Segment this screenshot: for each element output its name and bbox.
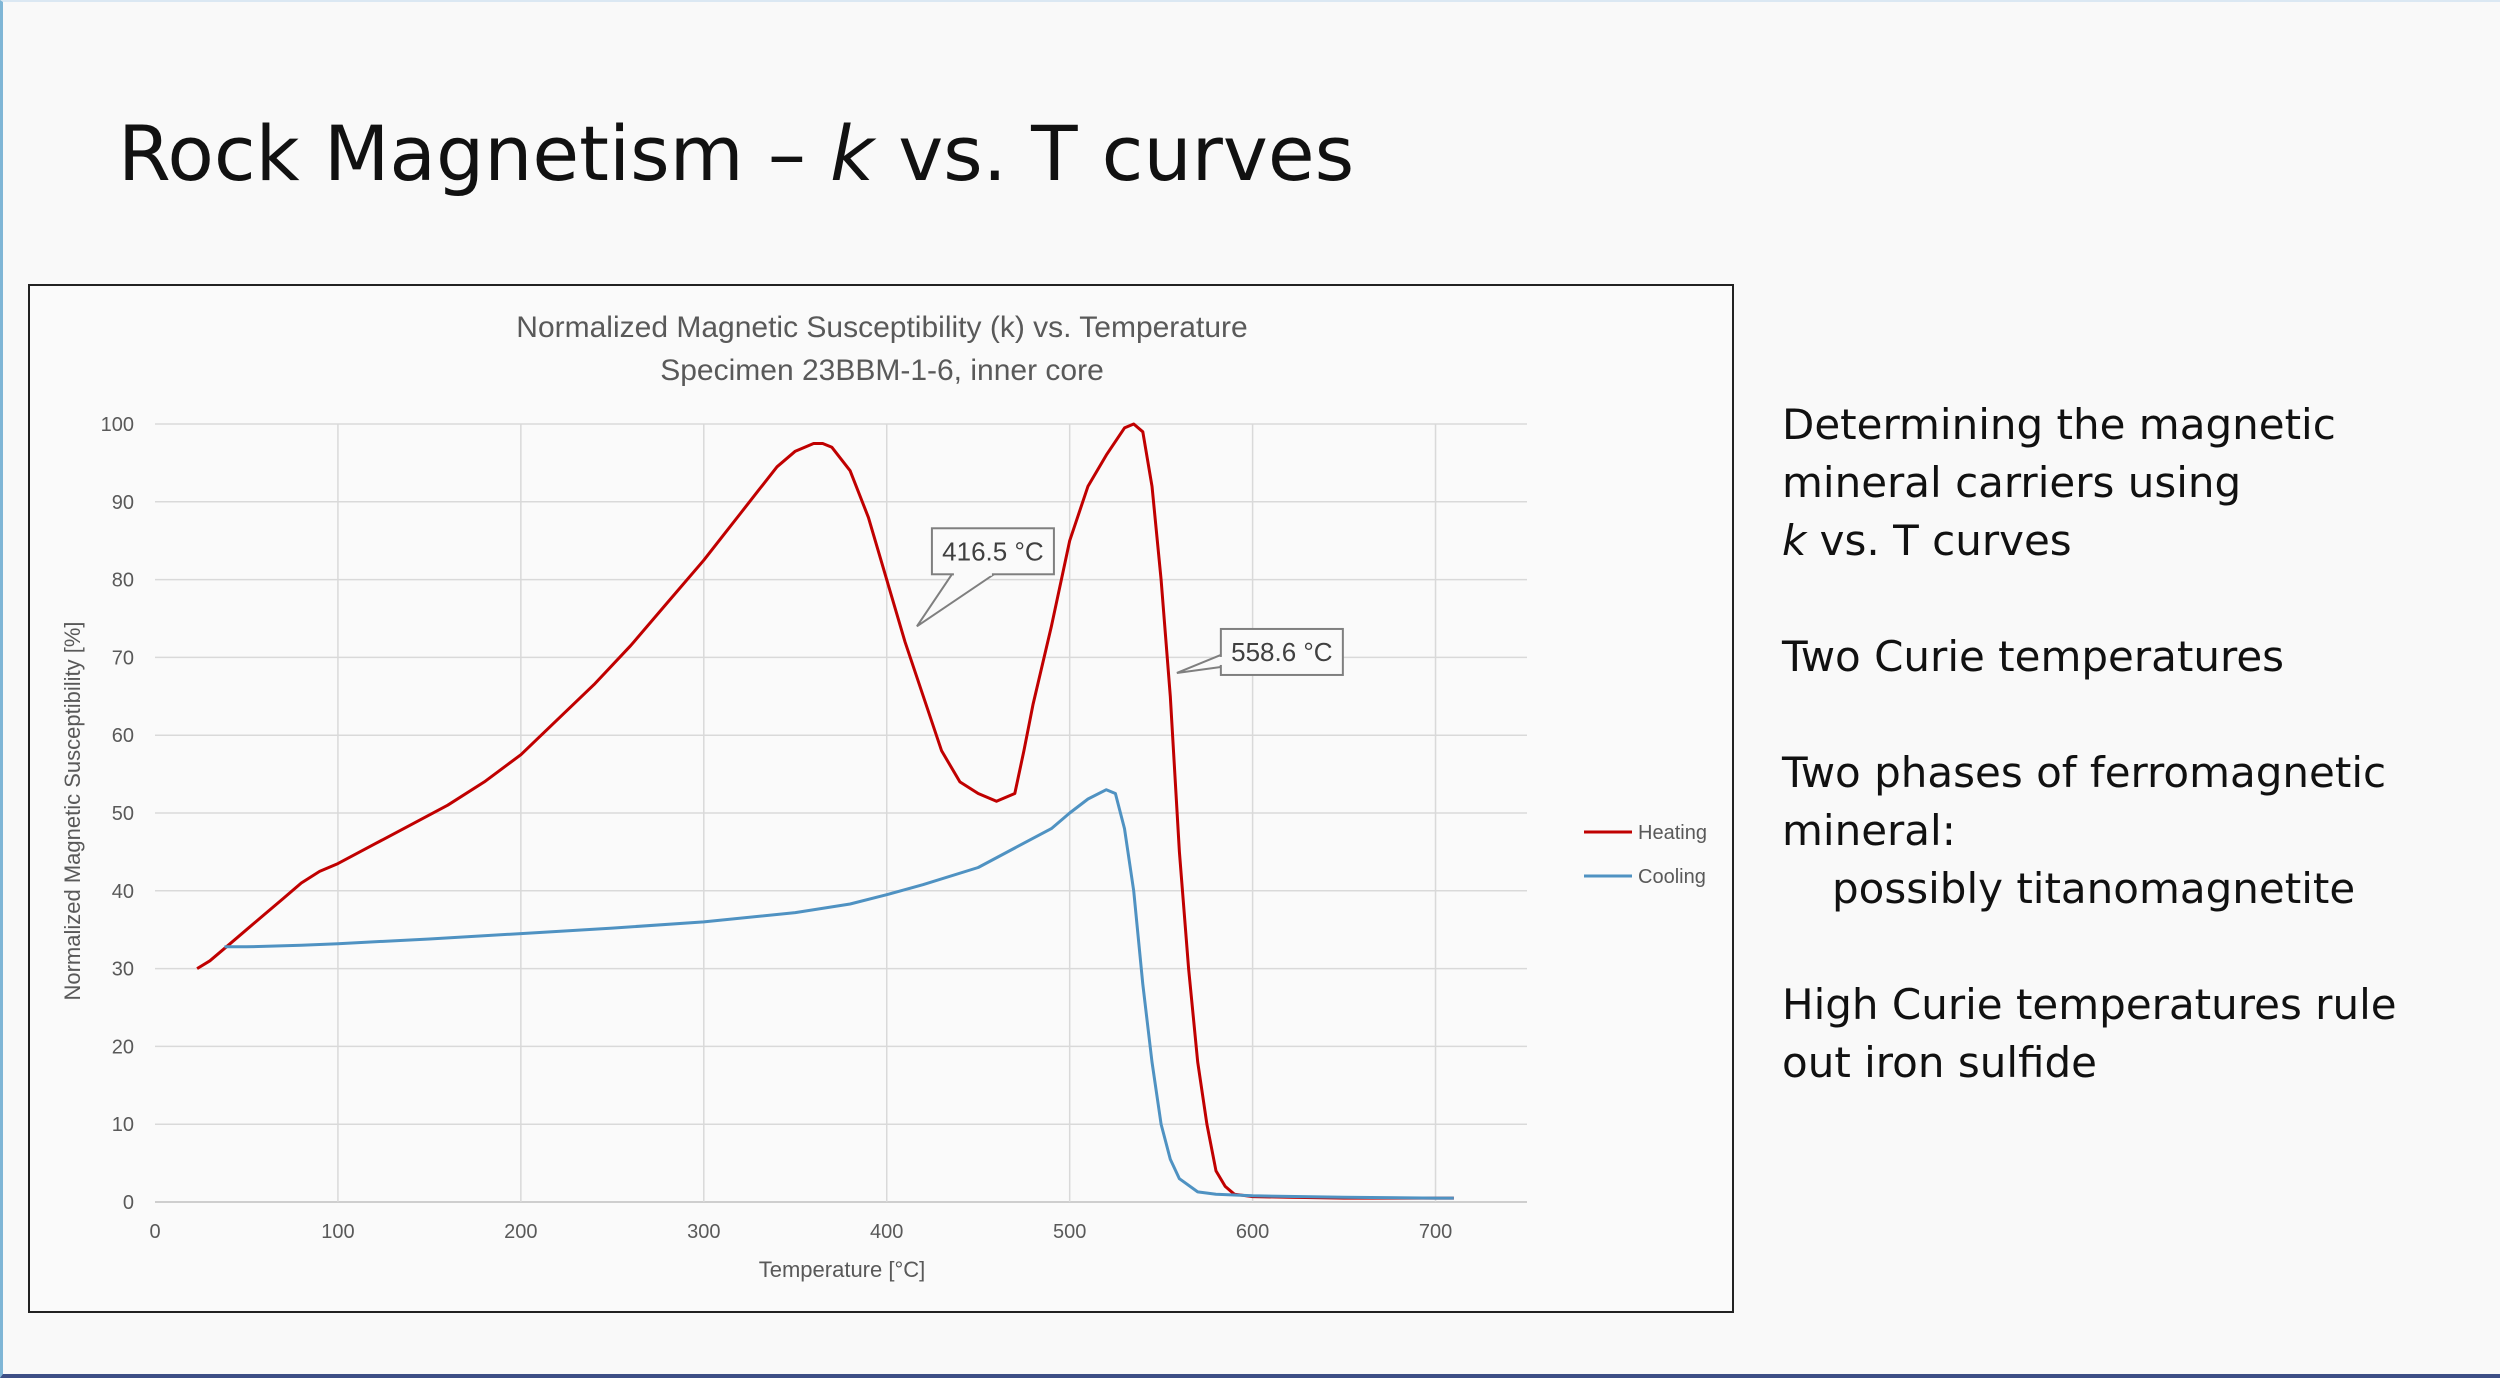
y-tick-label: 40 (112, 881, 134, 903)
x-tick-label: 600 (1236, 1221, 1269, 1243)
legend-label-cooling: Cooling (1638, 866, 1706, 888)
callout-pointer (916, 573, 998, 628)
chart-axes: 0 10 20 30 40 50 60 70 80 90 100 0 100 200 300 400 500 60… (101, 414, 1453, 1243)
legend-label-heating: Heating (1638, 822, 1707, 844)
y-tick-label: 50 (112, 803, 134, 825)
x-tick-label: 500 (1053, 1221, 1086, 1243)
y-tick-label: 20 (112, 1036, 134, 1058)
chart-container: 0 10 20 30 40 50 60 70 80 90 100 0 100 200 300 400 500 60… (28, 284, 1734, 1313)
chart-subtitle: Specimen 23BBM-1-6, inner core (660, 354, 1104, 387)
x-tick-label: 0 (149, 1221, 160, 1243)
y-axis-label: Normalized Magnetic Susceptibility [%] (60, 621, 85, 1000)
y-tick-label: 70 (112, 647, 134, 669)
callout-cooling: 558.6 °C (1176, 627, 1344, 676)
y-tick-label: 10 (112, 1114, 134, 1136)
y-tick-label: 60 (112, 725, 134, 747)
chart-series (196, 422, 1454, 1200)
bullet-3: Two phases of ferromagnetic mineral: possi… (1782, 748, 2387, 913)
chart-gridlines (155, 423, 1527, 1203)
series-line-heating (196, 422, 1454, 1200)
y-tick-label: 30 (112, 959, 134, 981)
bullet-list: Determining the magnetic mineral carriers… (1782, 396, 2462, 1150)
y-tick-label: 0 (123, 1192, 134, 1214)
callout-label: 416.5 °C (942, 536, 1043, 566)
bullet-4: High Curie temperatures rule out iron sul… (1782, 980, 2397, 1087)
k-vs-t-chart: 0 10 20 30 40 50 60 70 80 90 100 0 100 200 300 400 500 60… (60, 311, 1707, 1282)
x-tick-label: 200 (504, 1221, 537, 1243)
x-tick-label: 400 (870, 1221, 903, 1243)
callout-heating: 416.5 °C (916, 527, 1055, 628)
chart-annotations: 416.5 °C 558.6 °C (916, 527, 1344, 676)
series-line-cooling (224, 788, 1454, 1200)
bullet-1: Determining the magnetic mineral carriers… (1782, 400, 2336, 565)
x-tick-label: 700 (1419, 1221, 1452, 1243)
y-tick-label: 80 (112, 570, 134, 592)
x-tick-label: 300 (687, 1221, 720, 1243)
y-tick-label: 100 (101, 414, 134, 436)
chart-title: Normalized Magnetic Susceptibility (k) v… (516, 311, 1247, 344)
callout-box (930, 527, 1055, 576)
x-tick-label: 100 (321, 1221, 354, 1243)
callout-label: 558.6 °C (1231, 637, 1332, 667)
x-axis-label: Temperature [°C] (759, 1257, 926, 1282)
slide-title: Rock Magnetism – k vs. T curves (118, 109, 1355, 198)
bullet-2: Two Curie temperatures (1782, 632, 2285, 681)
y-tick-label: 90 (112, 492, 134, 514)
callout-box (1219, 627, 1344, 676)
chart-legend: Heating Cooling (1584, 822, 1707, 888)
